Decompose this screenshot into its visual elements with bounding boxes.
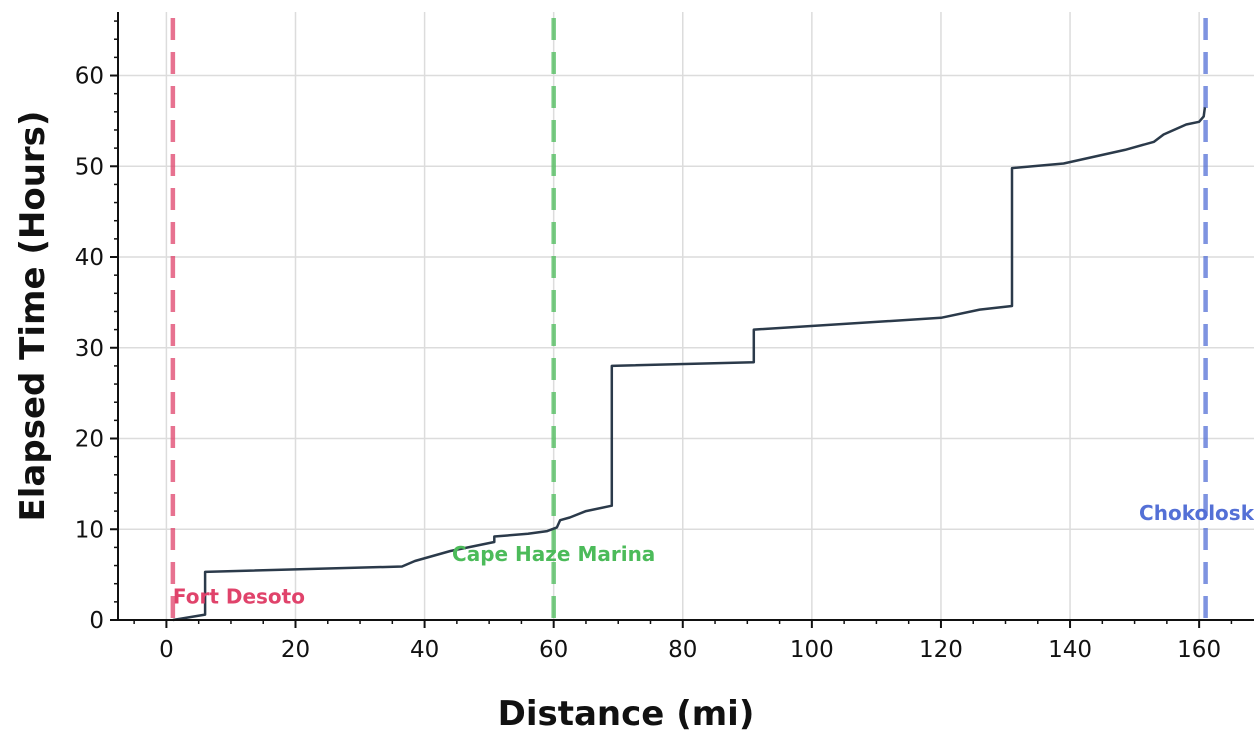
x-tick-label: 100 [790, 637, 834, 663]
marker-labels: Fort Desoto Cape Haze Marina Chokolosk [173, 501, 1254, 608]
x-tick-label: 20 [281, 637, 310, 663]
y-axis-title: Elapsed Time (Hours) [13, 111, 53, 522]
marker-label: Chokolosk [1139, 501, 1254, 525]
x-tick-label: 60 [539, 637, 568, 663]
x-tick-label: 40 [410, 637, 439, 663]
y-tick-label: 20 [75, 427, 104, 453]
x-axis-title: Distance (mi) [498, 694, 755, 731]
y-tick-label: 60 [75, 64, 104, 90]
y-tick-label: 40 [75, 245, 104, 271]
y-tick-label: 10 [75, 517, 104, 543]
axes [117, 12, 1254, 621]
x-tick-label: 160 [1177, 637, 1221, 663]
y-tick-label: 50 [75, 154, 104, 180]
series-line [172, 107, 1207, 622]
x-tick-label: 80 [668, 637, 697, 663]
marker-label: Cape Haze Marina [452, 542, 655, 566]
series-layer [172, 107, 1207, 622]
grid-layer [118, 12, 1254, 621]
x-tick-label: 120 [919, 637, 963, 663]
ticks: 0 20 40 60 80 100 120 140 160 0 10 20 30 40 50 60 [75, 20, 1233, 663]
marker-label: Fort Desoto [173, 584, 305, 608]
y-tick-label: 0 [89, 608, 104, 634]
x-tick-label: 0 [159, 637, 174, 663]
y-tick-label: 30 [75, 336, 104, 362]
x-tick-label: 140 [1048, 637, 1092, 663]
